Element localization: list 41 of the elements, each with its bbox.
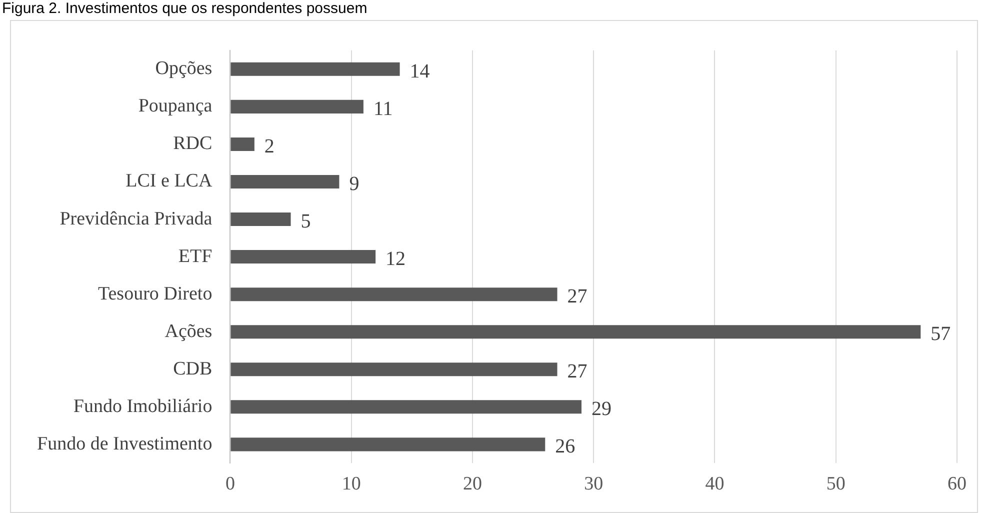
- bar: [230, 362, 558, 376]
- bar: [230, 212, 291, 226]
- bar: [230, 137, 254, 151]
- data-label: 11: [373, 98, 393, 120]
- y-tick-label: Previdência Privada: [60, 208, 213, 230]
- data-label: 14: [410, 60, 430, 82]
- chart-title: Figura 2. Investimentos que os respondentes possuem: [2, 0, 368, 17]
- bar: [230, 62, 400, 76]
- x-tick-label: 40: [705, 474, 724, 495]
- data-label: 27: [567, 360, 588, 383]
- y-tick-label: Fundo Imobiliário: [73, 396, 212, 417]
- y-tick-label: CDB: [173, 358, 212, 380]
- bar: [230, 325, 921, 339]
- y-tick-label: Ações: [164, 320, 212, 342]
- y-tick-label: Tesouro Direto: [98, 283, 212, 304]
- data-label: 57: [930, 323, 951, 346]
- bar: [230, 400, 582, 414]
- y-tick-label: LCI e LCA: [126, 170, 212, 192]
- data-label: 29: [591, 398, 612, 420]
- x-tick-label: 60: [948, 474, 966, 495]
- data-label: 27: [567, 286, 588, 308]
- x-tick-label: 10: [342, 474, 361, 495]
- y-tick-label: Opções: [155, 58, 212, 80]
- x-tick-label: 30: [584, 474, 604, 495]
- x-tick-label: 0: [225, 474, 235, 495]
- bar: [230, 438, 546, 452]
- bar: [230, 288, 558, 302]
- data-label: 2: [264, 135, 274, 158]
- bar: [230, 174, 340, 188]
- bar: [230, 100, 364, 114]
- data-label: 12: [386, 248, 406, 270]
- data-label: 9: [349, 172, 360, 195]
- data-label: 26: [555, 436, 576, 458]
- x-tick-label: 20: [462, 474, 482, 495]
- y-tick-label: ETF: [178, 246, 212, 267]
- y-tick-label: Fundo de Investimento: [37, 433, 212, 454]
- y-tick-label: RDC: [173, 133, 212, 154]
- x-tick-label: 50: [826, 474, 846, 495]
- y-tick-label: Poupança: [138, 96, 213, 117]
- bar: [230, 250, 376, 264]
- data-label: 5: [300, 210, 311, 233]
